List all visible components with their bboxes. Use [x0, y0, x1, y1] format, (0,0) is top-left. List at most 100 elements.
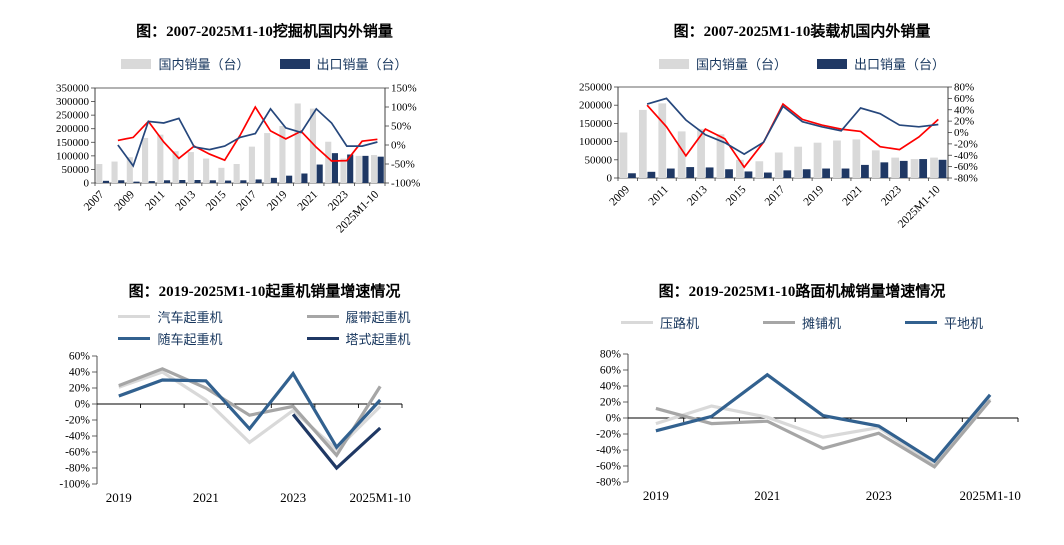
chart-title-road-machinery: 图：2019-2025M1-10路面机械销量增速情况: [658, 284, 946, 300]
right-axis-tick-label: 20%: [954, 116, 974, 128]
bars-domestic-sales-units: [619, 103, 938, 178]
y-axis-tick-label: 40%: [69, 367, 91, 379]
legend-label: 压路机: [659, 316, 699, 331]
legend-label: 国内销量（台）: [695, 57, 787, 72]
x-axis-tick-label: 2009: [607, 183, 632, 208]
bar: [377, 156, 384, 183]
legend-label: 平地机: [944, 316, 984, 331]
bar: [861, 164, 869, 178]
x-axis-tick-label: 2015: [204, 188, 229, 213]
x-axis-tick-label: 2021: [840, 183, 865, 208]
bar: [930, 157, 938, 178]
legend-swatch-line-icon: [306, 337, 339, 340]
left-axis-tick-label: 150000: [56, 137, 90, 149]
growth-line-domestic-yoy-growth-pct: [646, 102, 939, 169]
y-axis-tick-label: -80%: [65, 463, 90, 475]
y-axis-tick-label: 0%: [75, 399, 91, 411]
bar: [677, 131, 686, 178]
x-axis-tick-label: 2019: [106, 490, 132, 505]
bar: [697, 128, 705, 178]
x-axis-tick-label: 2019: [265, 188, 290, 213]
chart-legend-road-machinery: 压路机 摊铺机 平地机: [540, 313, 1064, 332]
bar: [705, 167, 714, 178]
y-axis: 80% 60% 40% 20% 0% -20% -40% -60% -80%: [596, 349, 629, 489]
legend-item-2: 随车起重机: [118, 329, 223, 348]
bar: [163, 180, 171, 183]
bar: [871, 150, 880, 178]
growth-line-domestic-yoy-growth-pct: [117, 105, 378, 162]
legend-swatch-line-icon: [306, 315, 339, 318]
legend-swatch-rect-icon: [658, 58, 689, 69]
chart-panel-crane-growth: 图：2019-2025M1-10起重机销量增速情况 汽车起重机 履带起重机 随车起重…: [12, 272, 517, 542]
bar: [822, 168, 830, 178]
y-axis-tick-label: 20%: [600, 397, 622, 409]
legend-label: 出口销量（台）: [316, 57, 408, 72]
x-axis-tick-label: 2023: [866, 488, 892, 503]
chart-plot-loader: 250000 200000 150000 100000 50000 0 80% 60% 40% 2…: [540, 80, 1064, 271]
right-axis: 150% 100% 50% 0% -50% -100%: [384, 83, 420, 190]
y-axis-tick-label: -20%: [65, 415, 90, 427]
bar: [148, 181, 155, 183]
left-axis-tick-label: 150000: [579, 118, 613, 130]
y-axis-tick-label: 0%: [606, 413, 622, 425]
bar: [891, 157, 900, 178]
legend-label: 塔式起重机: [345, 332, 411, 347]
legend-item-0: 压路机: [620, 313, 699, 332]
chart-canvas: 80%60%40%20%0%-20%-40%-60%-80%2019 2021 20…: [596, 349, 1021, 504]
series-line-paver-yoy-pct: [655, 399, 992, 469]
x-axis: 2019 2021 2023 2025M1-10: [628, 417, 1021, 503]
x-axis-tick-label: 2025M1-10: [350, 490, 411, 505]
chart-title-crane: 图：2019-2025M1-10起重机销量增速情况: [128, 284, 401, 300]
legend-swatch-line-icon: [118, 337, 151, 340]
x-axis-tick-label: 2023: [326, 188, 351, 213]
bar: [203, 158, 210, 183]
legend-item-3: 塔式起重机: [306, 329, 411, 348]
left-axis-tick-label: 100000: [579, 136, 613, 148]
bar-groups: [619, 103, 947, 178]
bar: [763, 172, 772, 178]
x-axis-tick-label: 2025M1-10: [896, 183, 943, 230]
bar: [142, 137, 149, 183]
bar: [686, 167, 695, 178]
x-axis-tick-label: 2017: [763, 183, 788, 208]
bar: [96, 164, 103, 183]
legend-label: 摊铺机: [801, 316, 841, 331]
right-axis-tick-label: 50%: [391, 121, 411, 133]
chart-panel-excavator-sales: 图：2007-2025M1-10挖掘机国内外销量 国内销量（台） 出口销量（台） …: [12, 8, 517, 266]
right-axis-tick-label: -40%: [954, 150, 978, 162]
bar: [225, 180, 232, 183]
left-axis-tick-label: 250000: [56, 110, 90, 122]
y-axis-tick-label: 60%: [600, 365, 622, 377]
x-axis-tick-label: 2023: [879, 183, 904, 208]
growth-line-export-yoy-growth-pct: [117, 107, 378, 168]
right-axis-tick-label: -20%: [954, 138, 978, 150]
left-axis-tick-label: 200000: [579, 100, 613, 112]
legend-item-2: 平地机: [905, 313, 983, 332]
bar: [736, 159, 744, 178]
y-axis-tick-label: -40%: [65, 431, 90, 443]
bar: [899, 160, 908, 178]
y-axis-tick-label: 20%: [69, 383, 91, 395]
bar: [118, 180, 125, 183]
y-axis-tick-label: -80%: [596, 477, 621, 489]
bar: [240, 180, 247, 183]
chart-panel-road-machinery-growth: 图：2019-2025M1-10路面机械销量增速情况 压路机 摊铺机 平地机 80%…: [540, 272, 1064, 542]
chart-plot-road-machinery: 80% 60% 40% 20% 0% -20% -40% -60% -80% 2019 2021 20…: [540, 349, 1064, 530]
x-axis-tick-label: 2021: [296, 188, 321, 213]
x-axis: 2019 2021 2023 2025M1-10: [97, 403, 411, 505]
bar: [294, 103, 301, 183]
legend-item-1: 履带起重机: [306, 307, 411, 326]
bar: [666, 168, 675, 178]
legend-item-1: 摊铺机: [762, 313, 841, 332]
right-axis-tick-label: 0%: [391, 140, 406, 152]
series-line-tower-crane-yoy-pct: [291, 413, 382, 471]
x-axis-tick-label: 2015: [724, 183, 749, 208]
bar: [133, 181, 140, 183]
x-axis-tick-label: 2023: [280, 490, 306, 505]
bar: [370, 155, 378, 183]
chart-title-excavator: 图：2007-2025M1-10挖掘机国内外销量: [136, 24, 393, 40]
legend-swatch-line-icon: [118, 315, 151, 318]
bar: [619, 132, 628, 178]
x-axis-tick-label: 2019: [643, 488, 669, 503]
